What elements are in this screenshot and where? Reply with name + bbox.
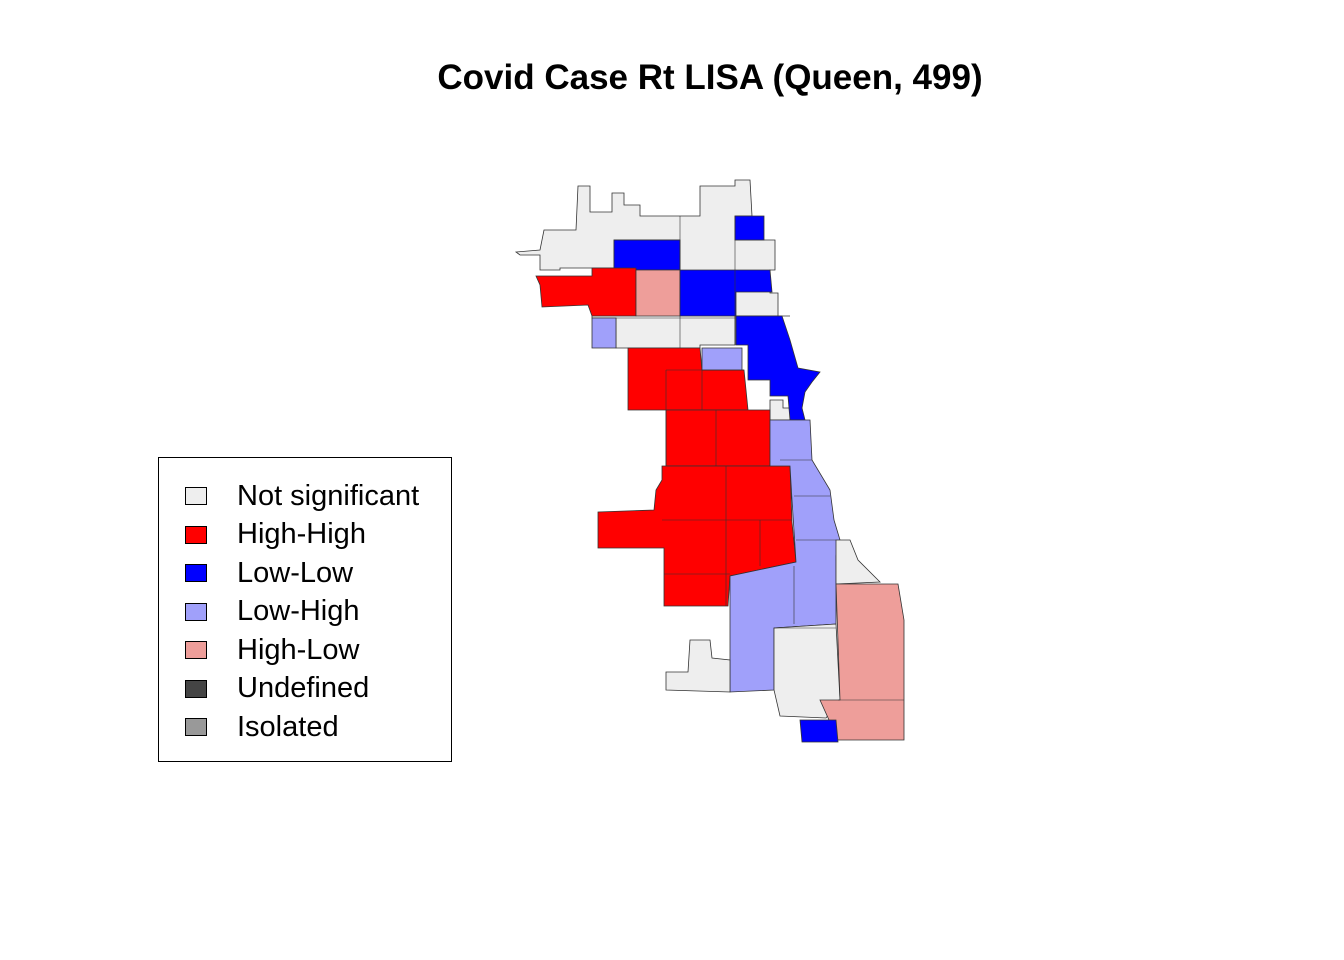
map-title: Covid Case Rt LISA (Queen, 499) — [437, 58, 983, 97]
legend-swatch — [185, 718, 207, 736]
map-region-far-south-grey — [835, 539, 881, 585]
legend-item-high-high: High-High — [185, 517, 366, 553]
legend-item-low-high: Low-High — [185, 594, 360, 630]
legend-label: Low-High — [237, 595, 360, 627]
legend-label: Not significant — [237, 479, 420, 512]
map-legend: Not significant High-High Low-Low Low-High H… — [158, 457, 452, 762]
legend-item-high-low: High-Low — [185, 632, 360, 668]
map-region-far-south-grey — [773, 623, 841, 719]
legend-label: High-Low — [237, 633, 360, 666]
legend-label: Low-Low — [237, 556, 354, 589]
map-region-northwest-red-strip — [535, 267, 637, 317]
map-region-south-lavender — [701, 347, 743, 371]
legend-item-undefined: Undefined — [185, 671, 369, 707]
legend-item-isolated: Isolated — [185, 709, 339, 745]
legend-label: High-High — [237, 518, 366, 550]
legend-label: Isolated — [237, 710, 339, 743]
map-region-southeast-pink — [819, 583, 905, 741]
map-region-far-south-grey — [665, 639, 731, 693]
map-region-south-lavender — [591, 317, 617, 349]
map-region-southwest-red-cluster — [597, 465, 797, 607]
map-regions — [514, 179, 905, 743]
map-region-north-central-block — [613, 239, 681, 271]
legend-swatch — [185, 525, 207, 544]
legend-item-low-low: Low-Low — [185, 555, 353, 591]
map-region-west-red-cluster — [665, 409, 771, 467]
map-region-north-lakefront-strip — [734, 215, 765, 241]
legend-swatch — [185, 679, 207, 698]
map-region-northwest-pink — [635, 269, 681, 317]
legend-swatch — [185, 641, 207, 659]
legend-swatch — [185, 564, 207, 582]
legend-swatch — [185, 602, 207, 621]
legend-item-not-significant: Not significant — [185, 478, 419, 514]
map-region-southernmost-blue — [799, 719, 839, 743]
legend-swatch — [185, 487, 207, 505]
legend-label: Undefined — [237, 672, 370, 704]
